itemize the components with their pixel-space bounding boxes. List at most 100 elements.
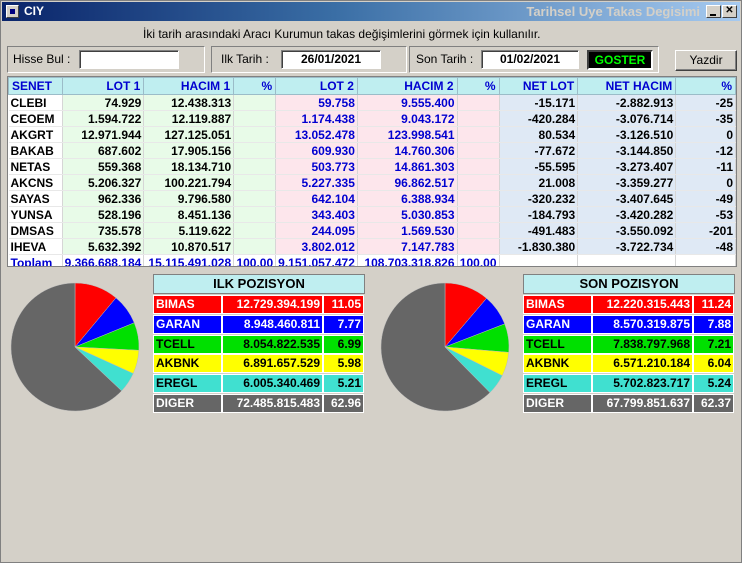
value-cell: 5.227.335: [275, 174, 358, 191]
minimize-button[interactable]: [706, 5, 721, 18]
position-percent: 5.24: [693, 374, 734, 394]
value-cell: [457, 238, 500, 255]
column-header[interactable]: NET LOT: [498, 77, 579, 95]
table-row[interactable]: BAKAB 687.602 17.905.156 609.930 14.760.306 -…: [8, 142, 736, 159]
position-row-garan[interactable]: GARAN 8.948.460.811 7.77: [153, 314, 364, 335]
value-cell: -1.830.380: [499, 238, 579, 255]
value-cell: [233, 110, 277, 127]
value-cell: 528.196: [62, 206, 145, 223]
column-header[interactable]: HACIM 1: [143, 77, 235, 95]
window-title: Tarihsel Uye Takas Degisimi: [526, 4, 700, 19]
table-row[interactable]: DMSAS 735.578 5.119.622 244.095 1.569.530 -49…: [8, 222, 736, 239]
end-date-label: Son Tarih :: [416, 52, 474, 66]
value-cell: 5.030.853: [357, 206, 458, 223]
position-percent: 62.37: [693, 394, 734, 413]
value-cell: -55.595: [499, 158, 579, 175]
ilk-pozisyon-pie-chart: [10, 282, 140, 412]
total-label: Toplam: [8, 254, 63, 266]
position-row-tcell[interactable]: TCELL 8.054.822.535 6.99: [153, 334, 364, 355]
value-cell: [457, 94, 500, 111]
position-row-eregl[interactable]: EREGL 5.702.823.717 5.24: [523, 374, 734, 394]
position-value: 8.054.822.535: [222, 334, 323, 354]
end-date-field[interactable]: 01/02/2021: [481, 50, 579, 69]
description-text: İki tarih arasındaki Aracı Kurumun takas…: [143, 27, 541, 41]
position-percent: 5.98: [323, 354, 364, 374]
table-row[interactable]: CEOEM 1.594.722 12.119.887 1.174.438 9.043.1…: [8, 110, 736, 127]
value-cell: [457, 158, 500, 175]
position-row-eregl[interactable]: EREGL 6.005.340.469 5.21: [153, 374, 364, 394]
value-cell: 609.930: [275, 142, 358, 159]
value-cell: 12.119.887: [143, 110, 235, 127]
value-cell: -420.284: [499, 110, 579, 127]
position-value: 12.729.394.199: [222, 295, 323, 314]
position-value: 8.570.319.875: [592, 314, 693, 334]
start-date-label: Ilk Tarih :: [221, 52, 269, 66]
column-header[interactable]: NET HACIM: [577, 77, 677, 95]
value-cell: 12.971.944: [62, 126, 145, 143]
value-cell: 5.119.622: [143, 222, 235, 239]
position-symbol: DIGER: [523, 394, 592, 413]
position-percent: 6.04: [693, 354, 734, 374]
table-row[interactable]: YUNSA 528.196 8.451.136 343.403 5.030.853 -18…: [8, 206, 736, 223]
print-button[interactable]: Yazdir: [675, 50, 737, 71]
value-cell: [233, 206, 277, 223]
start-date-field[interactable]: 26/01/2021: [281, 50, 381, 69]
value-cell: [457, 206, 500, 223]
value-cell: 74.929: [62, 94, 145, 111]
end-date-group: [409, 46, 659, 73]
column-header[interactable]: %: [233, 77, 277, 95]
position-row-bimas[interactable]: BIMAS 12.220.315.443 11.24: [523, 295, 734, 315]
value-cell: [233, 222, 277, 239]
table-row[interactable]: SAYAS 962.336 9.796.580 642.104 6.388.934 -32…: [8, 190, 736, 207]
value-cell: 735.578: [62, 222, 145, 239]
column-header[interactable]: SENET: [8, 77, 63, 95]
search-input[interactable]: [79, 50, 179, 69]
value-cell: 59.758: [275, 94, 358, 111]
position-value: 72.485.815.483: [222, 394, 323, 413]
column-header[interactable]: %: [675, 77, 736, 95]
column-header[interactable]: LOT 2: [275, 77, 358, 95]
total-cell: 100,00: [233, 254, 277, 266]
position-symbol: AKBNK: [523, 354, 592, 374]
total-cell: [577, 254, 677, 266]
position-row-akbnk[interactable]: AKBNK 6.891.657.529 5.98: [153, 354, 364, 374]
position-value: 5.702.823.717: [592, 374, 693, 394]
value-cell: 5.206.327: [62, 174, 145, 191]
position-value: 8.948.460.811: [222, 314, 323, 334]
close-button[interactable]: ✕: [722, 5, 737, 18]
table-row[interactable]: IHEVA 5.632.392 10.870.517 3.802.012 7.147.7…: [8, 238, 736, 255]
position-row-tcell[interactable]: TCELL 7.838.797.968 7.21: [523, 334, 734, 355]
table-row[interactable]: CLEBI 74.929 12.438.313 59.758 9.555.400 -15.…: [8, 94, 736, 111]
table-row[interactable]: NETAS 559.368 18.134.710 503.773 14.861.303 -…: [8, 158, 736, 175]
value-cell: -11: [675, 158, 736, 175]
symbol-cell: CLEBI: [8, 94, 63, 111]
table-row[interactable]: AKCNS 5.206.327 100.221.794 5.227.335 96.862…: [8, 174, 736, 191]
position-symbol: BIMAS: [523, 295, 592, 314]
position-row-bimas[interactable]: BIMAS 12.729.394.199 11.05: [153, 295, 364, 315]
son-pozisyon-title: SON POZISYON: [523, 274, 735, 294]
total-row: Toplam 9.366.688.184 15.115.491.028 100,00 9…: [8, 254, 736, 266]
column-header[interactable]: HACIM 2: [356, 77, 458, 95]
position-row-akbnk[interactable]: AKBNK 6.571.210.184 6.04: [523, 354, 734, 374]
table-row[interactable]: AKGRT 12.971.944 127.125.051 13.052.478 123.…: [8, 126, 736, 143]
position-row-garan[interactable]: GARAN 8.570.319.875 7.88: [523, 314, 734, 335]
value-cell: [233, 94, 277, 111]
value-cell: 123.998.541: [357, 126, 458, 143]
column-header[interactable]: %: [456, 77, 500, 95]
value-cell: 0: [675, 126, 736, 143]
value-cell: -184.793: [499, 206, 579, 223]
position-row-diger[interactable]: DIGER 72.485.815.483 62.96: [153, 394, 364, 414]
symbol-cell: IHEVA: [8, 238, 63, 255]
value-cell: 962.336: [62, 190, 145, 207]
value-cell: -201: [675, 222, 736, 239]
position-percent: 11.05: [323, 295, 364, 314]
show-button[interactable]: GOSTER: [587, 50, 653, 70]
total-cell: [675, 254, 736, 266]
column-header[interactable]: LOT 1: [61, 77, 145, 95]
value-cell: 21.008: [499, 174, 579, 191]
position-row-diger[interactable]: DIGER 67.799.851.637 62.37: [523, 394, 734, 414]
position-value: 6.571.210.184: [592, 354, 693, 374]
position-percent: 7.88: [693, 314, 734, 334]
value-cell: -3.359.277: [577, 174, 677, 191]
value-cell: 14.861.303: [357, 158, 458, 175]
